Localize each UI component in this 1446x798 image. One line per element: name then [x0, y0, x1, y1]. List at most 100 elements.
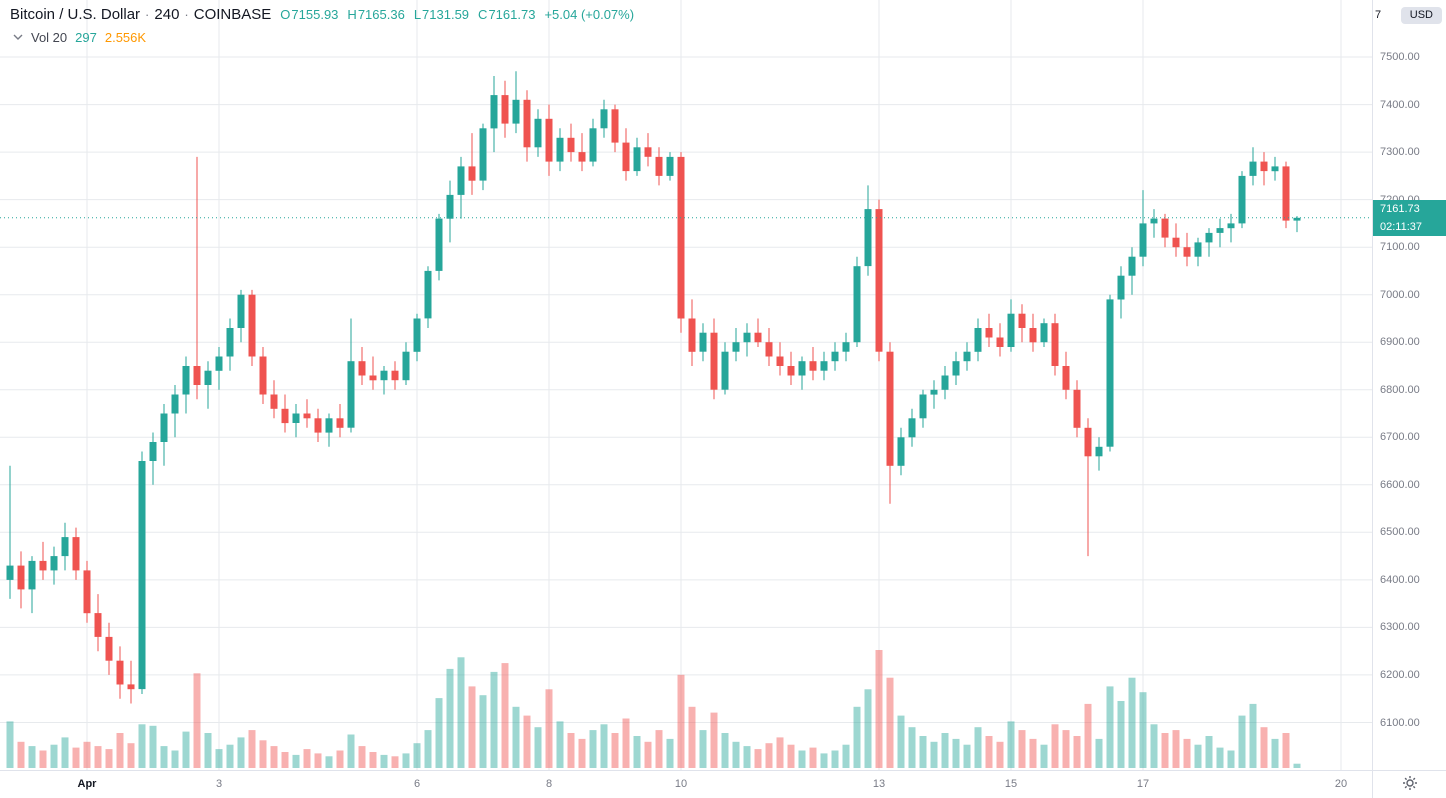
price-tick: 6800.00: [1380, 383, 1420, 396]
candle-body: [864, 209, 872, 267]
volume-bar: [116, 733, 124, 768]
candle-body: [1095, 446, 1103, 457]
volume-bar: [479, 695, 487, 768]
legend: Bitcoin / U.S. Dollar · 240 · COINBASE O…: [10, 6, 634, 45]
volume-bar: [1018, 730, 1026, 768]
settings-gear-icon[interactable]: [1402, 775, 1418, 796]
candle-body: [1150, 218, 1158, 224]
candle-body: [336, 418, 344, 428]
candle-body: [1029, 328, 1037, 343]
volume-bar: [633, 736, 641, 768]
volume-bar: [237, 737, 245, 768]
volume-bar: [743, 746, 751, 768]
volume-bar: [655, 730, 663, 768]
volume-bar: [94, 746, 102, 768]
candle-body: [325, 418, 333, 433]
time-tick: Apr: [77, 778, 97, 790]
candle-body: [1051, 323, 1059, 366]
ohlc-open: O7155.93: [280, 7, 338, 22]
symbol-title[interactable]: Bitcoin / U.S. Dollar: [10, 6, 141, 23]
candle-body: [127, 684, 135, 690]
ohlc-open-value: 7155.93: [291, 7, 339, 22]
volume-bar: [6, 721, 14, 768]
volume-bar: [765, 743, 773, 768]
volume-bar: [39, 750, 47, 768]
candle-countdown-badge: 02:11:37: [1373, 217, 1446, 236]
volume-bar: [809, 747, 817, 768]
volume-bar: [666, 738, 674, 768]
volume-bar: [193, 673, 201, 768]
last-price-badge: 7161.73: [1373, 199, 1446, 218]
candle-body: [380, 370, 388, 381]
candle-body: [1040, 323, 1048, 343]
candle-body: [226, 328, 234, 357]
volume-bar: [1095, 738, 1103, 768]
volume-bar: [512, 706, 520, 768]
candle-body: [259, 356, 267, 395]
volume-bar: [50, 744, 58, 768]
volume-bar: [413, 743, 421, 768]
price-tick: 6600.00: [1380, 478, 1420, 491]
volume-bar: [1062, 730, 1070, 768]
ohlc-high: H7165.36: [347, 7, 404, 22]
volume-bar: [1040, 744, 1048, 768]
volume-bar: [204, 733, 212, 768]
candle-body: [490, 95, 498, 129]
candle-body: [193, 366, 201, 385]
volume-bar: [853, 706, 861, 768]
volume-bar: [1117, 701, 1125, 768]
candle-body: [611, 109, 619, 143]
volume-bar: [490, 671, 498, 768]
volume-bar: [710, 712, 718, 768]
exchange-name[interactable]: COINBASE: [193, 6, 272, 23]
price-tick: 6400.00: [1380, 573, 1420, 586]
volume-bar: [842, 744, 850, 768]
candle-body: [523, 99, 531, 148]
candle-body: [347, 361, 355, 428]
chevron-down-icon[interactable]: [10, 29, 26, 45]
candle-body: [512, 99, 520, 124]
candle-body: [116, 660, 124, 685]
candle-body: [930, 389, 938, 395]
volume-bar: [963, 744, 971, 768]
candle-body: [897, 437, 905, 466]
volume-bar: [61, 737, 69, 768]
volume-bar: [248, 730, 256, 768]
price-tick: 7100.00: [1380, 241, 1420, 254]
volume-bar: [314, 753, 322, 768]
candle-body: [83, 570, 91, 614]
candle-body: [985, 328, 993, 338]
currency-toggle-usd[interactable]: USD: [1400, 6, 1442, 24]
candle-body: [765, 342, 773, 357]
volume-bar: [72, 747, 80, 768]
price-tick: 6900.00: [1380, 336, 1420, 349]
price-axis[interactable]: 7 USD 7500.007400.007300.007200.007100.0…: [1372, 0, 1446, 770]
volume-ma20-value: 2.556K: [104, 29, 147, 45]
candle-body: [688, 318, 696, 352]
volume-bar: [919, 736, 927, 768]
volume-bar: [699, 730, 707, 768]
interval-value[interactable]: 240: [154, 6, 180, 23]
time-axis[interactable]: Apr 3 6 8 10 13 15 17 20: [0, 770, 1372, 798]
price-tick: 7500.00: [1380, 51, 1420, 63]
symbol-legend-row: Bitcoin / U.S. Dollar · 240 · COINBASE O…: [10, 6, 634, 23]
volume-bar: [1161, 733, 1169, 768]
volume-bar: [600, 724, 608, 768]
candlestick-chart[interactable]: [0, 0, 1372, 770]
volume-bar: [391, 756, 399, 768]
volume-bar: [171, 750, 179, 768]
volume-bar: [83, 741, 91, 768]
volume-bar: [1205, 736, 1213, 768]
volume-bar: [160, 746, 168, 768]
candle-body: [1205, 232, 1213, 243]
axis-settings-corner[interactable]: [1372, 770, 1446, 798]
time-tick: 6: [413, 778, 421, 790]
volume-indicator-label[interactable]: Vol 20: [31, 29, 68, 45]
candle-body: [248, 294, 256, 357]
volume-bar: [897, 715, 905, 768]
candle-body: [996, 337, 1004, 347]
volume-bar: [105, 749, 113, 768]
price-axis-top-row: 7 USD: [1375, 4, 1442, 26]
candle-body: [1106, 299, 1114, 447]
